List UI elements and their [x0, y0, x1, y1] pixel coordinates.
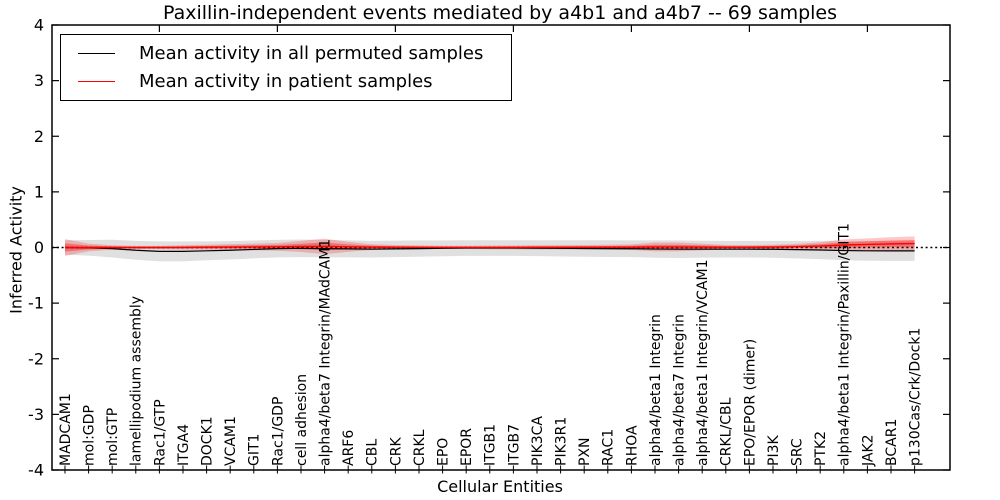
legend-line-patient-icon [78, 80, 115, 82]
x-tick-label: PIK3CA [530, 416, 546, 466]
x-tick-label: p130Cas/Crk/Dock1 [907, 328, 923, 466]
legend-label-permuted: Mean activity in all permuted samples [139, 42, 484, 64]
x-tick-label: EPOR [459, 428, 475, 466]
x-tick-label: EPO/EPOR (dimer) [742, 339, 758, 466]
x-tick-label: ITGA4 [176, 424, 192, 466]
x-tick-label: alpha4/beta7 Integrin/MAdCAM1 [317, 239, 333, 466]
x-tick-label: PIK3R1 [553, 417, 569, 466]
x-tick-label: ITGB1 [483, 424, 499, 466]
y-tick-label: 3 [34, 71, 44, 90]
x-tick-label: alpha4/beta7 Integrin [671, 314, 687, 466]
legend-item-permuted: Mean activity in all permuted samples [61, 39, 511, 67]
x-axis-label: Cellular Entities [437, 477, 563, 496]
x-tick-label: alpha4/beta1 Integrin/Paxillin/GIT1 [837, 223, 853, 466]
x-tick-label: Rac1/GDP [270, 397, 286, 466]
x-tick-label: PI3K [766, 435, 782, 466]
legend-line-permuted-icon [78, 52, 115, 54]
x-tick-label: RAC1 [601, 429, 617, 466]
y-tick-label: -1 [28, 294, 44, 313]
x-tick-label: mol:GDP [81, 405, 97, 466]
x-tick-label: cell adhesion [294, 374, 310, 466]
x-tick-label: ITGB7 [506, 424, 522, 466]
legend-item-patient: Mean activity in patient samples [61, 67, 511, 95]
y-tick-label: 1 [34, 182, 44, 201]
legend: Mean activity in all permuted samples Me… [60, 34, 512, 101]
x-tick-label: PTK2 [813, 431, 829, 466]
x-tick-label: DOCK1 [199, 416, 215, 466]
legend-label-patient: Mean activity in patient samples [139, 70, 433, 92]
x-tick-label: Rac1/GTP [152, 399, 168, 466]
x-tick-label: CBL [365, 439, 381, 466]
x-tick-label: VCAM1 [223, 416, 239, 466]
y-tick-label: -4 [28, 461, 44, 480]
x-tick-label: ARF6 [341, 430, 357, 466]
x-tick-label: RHOA [624, 425, 640, 466]
chart-title: Paxillin-independent events mediated by … [162, 2, 838, 24]
x-tick-label: PXN [577, 437, 593, 466]
y-tick-label: 0 [34, 238, 44, 257]
x-tick-label: alpha4/beta1 Integrin [648, 314, 664, 466]
permuted-band [64, 239, 915, 262]
x-tick-label: BCAR1 [884, 419, 900, 466]
y-tick-label: 4 [34, 16, 44, 35]
x-tick-label: GIT1 [247, 434, 263, 466]
x-tick-label: mol:GTP [105, 408, 121, 466]
x-tick-label: MADCAM1 [58, 393, 74, 466]
x-tick-label: EPO [435, 438, 451, 466]
x-tick-label: SRC [789, 438, 805, 466]
x-tick-label: CRKL/CBL [719, 397, 735, 466]
y-axis-label: Inferred Activity [6, 186, 26, 314]
patient-band-outer [64, 236, 915, 256]
y-tick-label: 2 [34, 127, 44, 146]
x-tick-label: JAK2 [860, 434, 876, 467]
patient-mean-line [64, 242, 915, 249]
x-tick-label: CRKL [412, 429, 428, 466]
y-tick-label: -3 [28, 405, 44, 424]
x-tick-label: alpha4/beta1 Integrin/VCAM1 [695, 260, 711, 467]
x-tick-label: CRK [388, 436, 404, 466]
y-tick-label: -2 [28, 349, 44, 368]
x-tick-label: lamellipodium assembly [129, 296, 145, 466]
